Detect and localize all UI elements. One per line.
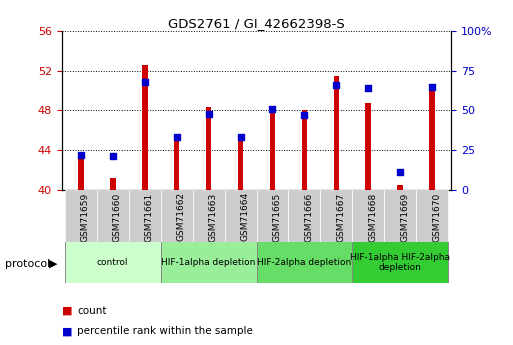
Text: GSM71659: GSM71659 [81, 193, 90, 242]
Text: GSM71668: GSM71668 [368, 193, 378, 242]
Bar [352, 190, 384, 242]
Point [109, 154, 117, 159]
Text: protocol: protocol [5, 259, 50, 269]
Bar [333, 76, 339, 190]
Point [236, 135, 245, 140]
Point [428, 84, 437, 89]
Bar [161, 241, 256, 283]
Text: ■: ■ [62, 326, 72, 336]
Bar [288, 190, 321, 242]
Text: GSM71670: GSM71670 [432, 193, 441, 242]
Text: GSM71667: GSM71667 [337, 193, 345, 242]
Bar [398, 185, 403, 190]
Text: ■: ■ [62, 306, 72, 315]
Bar [429, 85, 435, 190]
Bar [161, 190, 192, 242]
Text: HIF-1alpha HIF-2alpha
depletion: HIF-1alpha HIF-2alpha depletion [350, 253, 450, 272]
Text: GSM71663: GSM71663 [209, 193, 218, 242]
Point [141, 79, 149, 85]
Text: HIF-2alpha depletion: HIF-2alpha depletion [258, 258, 351, 267]
Point [172, 135, 181, 140]
Bar [302, 110, 307, 190]
Text: GSM71669: GSM71669 [400, 193, 409, 242]
Bar [238, 137, 243, 190]
Bar [365, 104, 371, 190]
Bar [416, 190, 448, 242]
Bar [384, 190, 416, 242]
Text: GSM71660: GSM71660 [113, 193, 122, 242]
Text: percentile rank within the sample: percentile rank within the sample [77, 326, 253, 336]
Text: GSM71661: GSM71661 [145, 193, 154, 242]
Bar [97, 190, 129, 242]
Bar [129, 190, 161, 242]
Point [76, 152, 85, 158]
Bar [142, 65, 148, 190]
Bar [110, 178, 115, 190]
Bar [206, 107, 211, 190]
Bar [192, 190, 225, 242]
Text: GSM71666: GSM71666 [304, 193, 313, 242]
Text: GSM71664: GSM71664 [241, 193, 249, 242]
Bar [65, 190, 97, 242]
Point [364, 86, 372, 91]
Title: GDS2761 / GI_42662398-S: GDS2761 / GI_42662398-S [168, 17, 345, 30]
Bar [256, 190, 288, 242]
Text: GSM71662: GSM71662 [176, 193, 186, 242]
Bar [78, 157, 84, 190]
Bar [225, 190, 256, 242]
Text: GSM71665: GSM71665 [272, 193, 282, 242]
Point [268, 106, 277, 111]
Text: count: count [77, 306, 107, 315]
Text: HIF-1alpha depletion: HIF-1alpha depletion [162, 258, 256, 267]
Point [396, 169, 404, 175]
Text: control: control [97, 258, 128, 267]
Bar [352, 241, 448, 283]
Bar [65, 241, 161, 283]
Text: ▶: ▶ [49, 259, 57, 269]
Point [205, 111, 213, 116]
Point [300, 112, 308, 118]
Bar [321, 190, 352, 242]
Bar [270, 109, 275, 190]
Point [332, 82, 341, 88]
Bar [174, 138, 180, 190]
Bar [256, 241, 352, 283]
